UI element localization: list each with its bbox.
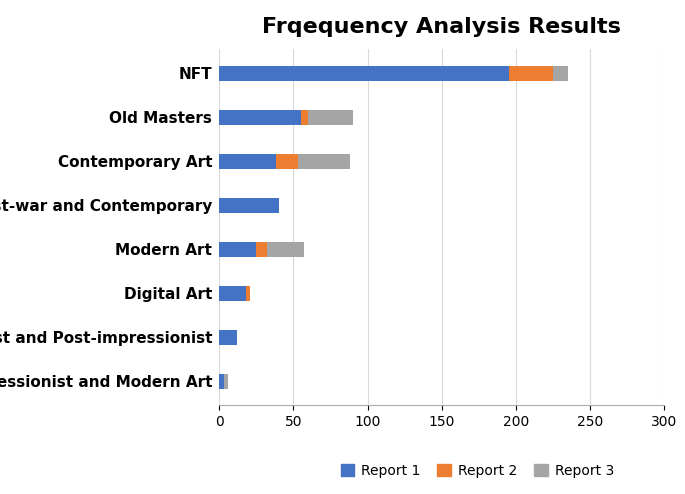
Bar bbox=[246, 286, 251, 301]
Bar bbox=[219, 66, 508, 81]
Bar bbox=[219, 373, 223, 389]
Bar bbox=[301, 110, 308, 125]
Bar bbox=[219, 242, 256, 257]
Bar bbox=[298, 154, 350, 169]
Bar bbox=[308, 110, 353, 125]
Bar bbox=[219, 198, 279, 213]
Bar bbox=[508, 66, 553, 81]
Legend: Report 1, Report 2, Report 3: Report 1, Report 2, Report 3 bbox=[335, 458, 620, 483]
Bar bbox=[219, 329, 237, 345]
Bar bbox=[223, 373, 228, 389]
Bar bbox=[219, 110, 301, 125]
Bar bbox=[266, 242, 304, 257]
Bar bbox=[256, 242, 266, 257]
Bar bbox=[275, 154, 298, 169]
Bar bbox=[553, 66, 568, 81]
Bar bbox=[219, 286, 246, 301]
Bar bbox=[219, 154, 275, 169]
Title: Frqequency Analysis Results: Frqequency Analysis Results bbox=[262, 17, 621, 37]
